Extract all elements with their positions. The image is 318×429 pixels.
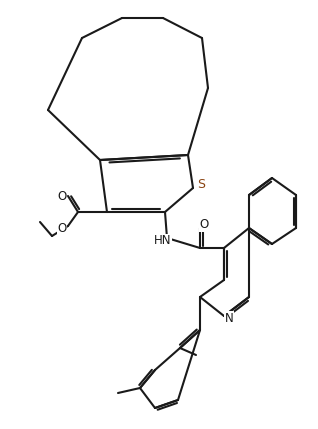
Text: O: O <box>57 190 67 202</box>
Text: HN: HN <box>154 235 172 248</box>
Text: O: O <box>199 218 209 232</box>
Text: S: S <box>197 178 205 191</box>
Text: O: O <box>57 223 67 236</box>
Text: N: N <box>225 311 233 324</box>
